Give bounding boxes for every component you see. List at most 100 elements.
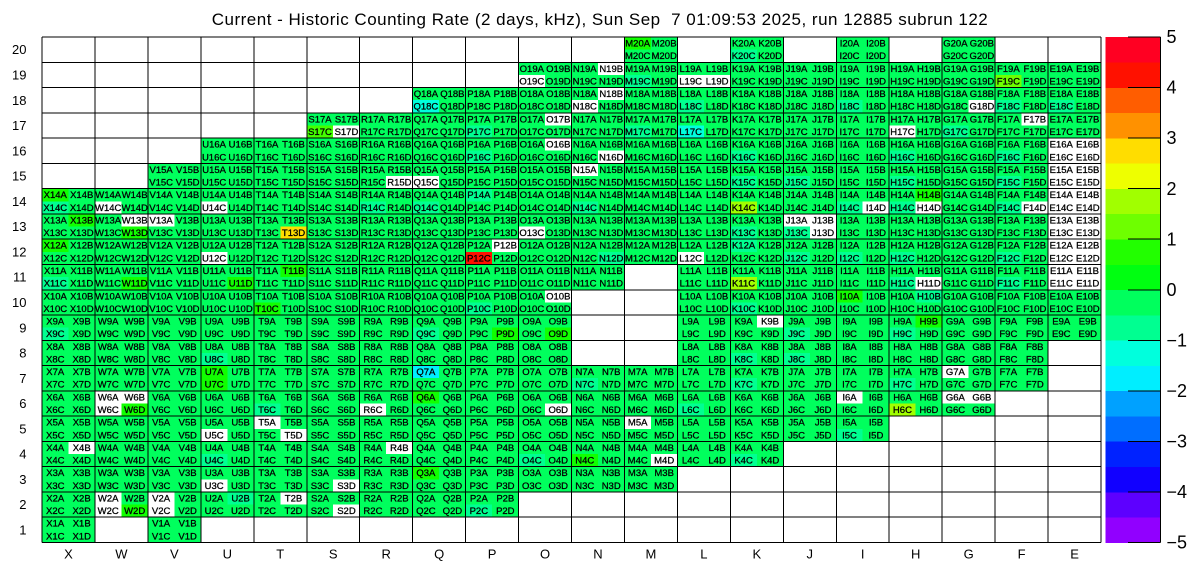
svg-text:K18A: K18A (732, 89, 756, 100)
svg-text:L12A: L12A (680, 241, 703, 252)
svg-text:J12D: J12D (812, 253, 834, 264)
svg-text:R2D: R2D (390, 506, 409, 517)
svg-text:I20A: I20A (840, 39, 860, 50)
svg-text:F19B: F19B (1023, 64, 1046, 75)
svg-text:Q12D: Q12D (440, 253, 465, 264)
svg-text:I20D: I20D (866, 51, 886, 62)
svg-text:G15B: G15B (970, 165, 994, 176)
svg-text:X9D: X9D (72, 329, 91, 340)
svg-text:O19D: O19D (546, 76, 571, 87)
svg-text:5: 5 (1167, 27, 1177, 47)
svg-text:W13A: W13A (95, 215, 122, 226)
svg-text:T7D: T7D (285, 380, 303, 391)
svg-text:S15A: S15A (308, 165, 332, 176)
svg-text:H17D: H17D (917, 127, 941, 138)
svg-text:X13B: X13B (70, 215, 93, 226)
svg-text:W2A: W2A (98, 493, 119, 504)
svg-text:X8D: X8D (72, 354, 91, 365)
svg-text:J10B: J10B (812, 291, 834, 302)
svg-text:N15A: N15A (573, 165, 597, 176)
svg-text:K5B: K5B (761, 418, 779, 429)
svg-text:N11D: N11D (599, 279, 623, 290)
svg-text:X8C: X8C (46, 354, 65, 365)
svg-text:G19A: G19A (943, 64, 968, 75)
svg-text:F11B: F11B (1024, 266, 1046, 277)
svg-text:K10C: K10C (732, 304, 756, 315)
svg-text:M17A: M17A (625, 114, 650, 125)
svg-text:T16C: T16C (255, 152, 278, 163)
svg-text:S9A: S9A (311, 317, 330, 328)
svg-text:U10B: U10B (229, 291, 253, 302)
svg-text:S13C: S13C (308, 228, 332, 239)
svg-text:V14A: V14A (150, 190, 174, 201)
svg-text:E17D: E17D (1076, 127, 1100, 138)
svg-text:F19D: F19D (1023, 76, 1046, 87)
svg-text:X2B: X2B (73, 493, 91, 504)
svg-text:R14D: R14D (387, 203, 411, 214)
svg-text:X6C: X6C (46, 405, 65, 416)
svg-text:O3D: O3D (548, 481, 568, 492)
svg-text:E17C: E17C (1049, 127, 1073, 138)
svg-text:P13B: P13B (494, 215, 517, 226)
svg-text:J6D: J6D (815, 405, 832, 416)
svg-text:J14A: J14A (786, 190, 808, 201)
svg-text:K10B: K10B (758, 291, 781, 302)
svg-text:Q5C: Q5C (416, 430, 436, 441)
svg-text:V15A: V15A (150, 165, 174, 176)
svg-text:K7A: K7A (735, 367, 754, 378)
svg-text:V7A: V7A (152, 367, 171, 378)
svg-text:E14C: E14C (1049, 203, 1073, 214)
svg-text:P5B: P5B (496, 418, 514, 429)
svg-text:Q13D: Q13D (440, 228, 465, 239)
svg-text:F17D: F17D (1023, 127, 1046, 138)
svg-text:O19B: O19B (546, 64, 570, 75)
svg-text:Q7A: Q7A (416, 367, 436, 378)
svg-text:Q5A: Q5A (416, 418, 436, 429)
svg-text:Q15C: Q15C (413, 178, 438, 189)
svg-text:P3D: P3D (496, 481, 515, 492)
svg-text:W10C: W10C (95, 304, 122, 315)
svg-text:S3D: S3D (337, 481, 356, 492)
svg-text:I17C: I17C (839, 127, 859, 138)
svg-text:S11D: S11D (335, 279, 358, 290)
svg-text:W10D: W10D (121, 304, 148, 315)
svg-text:H15A: H15A (891, 165, 915, 176)
svg-text:P11B: P11B (494, 266, 517, 277)
svg-text:E11A: E11A (1050, 266, 1073, 277)
svg-text:P10C: P10C (467, 304, 491, 315)
svg-text:N12D: N12D (599, 253, 623, 264)
svg-text:W7A: W7A (98, 367, 119, 378)
svg-text:N12C: N12C (573, 253, 597, 264)
svg-text:H16C: H16C (890, 152, 914, 163)
svg-text:S12A: S12A (308, 241, 332, 252)
svg-text:J17D: J17D (812, 127, 834, 138)
svg-text:L9C: L9C (682, 329, 700, 340)
svg-text:I8B: I8B (869, 342, 883, 353)
svg-text:V4D: V4D (178, 456, 197, 467)
svg-text:N6A: N6A (575, 392, 594, 403)
svg-text:O10D: O10D (546, 304, 571, 315)
svg-text:E13C: E13C (1049, 228, 1073, 239)
svg-text:O6C: O6C (522, 405, 542, 416)
svg-text:R2B: R2B (390, 493, 408, 504)
svg-text:L16A: L16A (680, 140, 703, 151)
svg-text:P9C: P9C (470, 329, 489, 340)
svg-text:S17D: S17D (335, 127, 359, 138)
svg-text:L6C: L6C (682, 405, 700, 416)
svg-text:U2C: U2C (205, 506, 224, 517)
svg-text:R12B: R12B (388, 241, 412, 252)
svg-text:X11B: X11B (70, 266, 93, 277)
svg-text:F16B: F16B (1023, 140, 1046, 151)
svg-text:G8B: G8B (972, 342, 991, 353)
svg-text:I17B: I17B (866, 114, 886, 125)
svg-text:M6D: M6D (654, 405, 674, 416)
svg-text:W8C: W8C (98, 354, 119, 365)
svg-text:E11B: E11B (1076, 266, 1099, 277)
svg-text:H6A: H6A (893, 392, 912, 403)
svg-text:E19B: E19B (1076, 64, 1099, 75)
svg-text:U10A: U10A (202, 291, 226, 302)
svg-text:F12B: F12B (1023, 241, 1046, 252)
svg-text:F13D: F13D (1023, 228, 1046, 239)
svg-text:H10C: H10C (890, 304, 914, 315)
svg-text:I8A: I8A (842, 342, 857, 353)
